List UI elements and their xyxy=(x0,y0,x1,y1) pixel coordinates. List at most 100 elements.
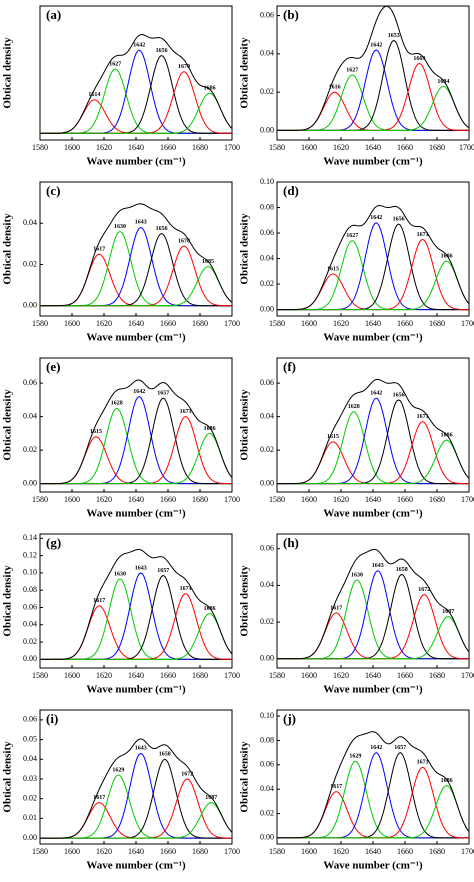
x-tick-label: 1660 xyxy=(397,847,413,856)
fitted-peak xyxy=(40,574,232,660)
x-tick-label: 1600 xyxy=(301,847,317,856)
x-tick-label: 1680 xyxy=(429,495,445,504)
x-axis-label: Wave number (cm⁻¹) xyxy=(86,860,186,872)
x-tick-label: 1640 xyxy=(365,495,381,504)
x-tick-label: 1660 xyxy=(160,671,176,680)
peak-label: 1653 xyxy=(388,33,400,39)
peak-label: 1656 xyxy=(156,48,168,54)
peak-label: 1686 xyxy=(204,606,216,612)
x-tick-label: 1660 xyxy=(397,319,413,328)
x-tick-label: 1620 xyxy=(333,143,349,152)
envelope xyxy=(277,731,470,839)
peak-label: 1630 xyxy=(351,572,363,578)
x-tick-label: 1660 xyxy=(160,143,176,152)
fitted-peak xyxy=(40,612,233,660)
x-tick-label: 1600 xyxy=(64,847,80,856)
y-tick-label: 0.10 xyxy=(260,177,274,186)
x-tick-label: 1580 xyxy=(269,495,285,504)
peak-label: 1686 xyxy=(204,85,216,91)
x-tick-label: 1580 xyxy=(32,319,48,328)
fitted-peak xyxy=(40,265,233,307)
y-tick-label: 0.00 xyxy=(260,833,274,842)
peak-label: 1658 xyxy=(159,752,171,758)
plot-frame xyxy=(39,709,233,845)
fitted-peak xyxy=(277,91,469,131)
peak-label: 1671 xyxy=(417,760,429,766)
peak-label: 1615 xyxy=(327,434,339,440)
x-tick-label: 1620 xyxy=(96,143,112,152)
fitted-peak xyxy=(40,802,233,839)
panel: 1580 1600 1620 1640 1660 1680 1700 0.00 0.02 0.04… xyxy=(239,709,474,872)
x-tick-label: 1620 xyxy=(333,847,349,856)
fitted-peak xyxy=(40,71,232,134)
y-tick-label: 0.00 xyxy=(23,654,37,663)
y-axis-label: Obtical density xyxy=(2,213,14,285)
x-tick-label: 1660 xyxy=(160,847,176,856)
fitted-peak xyxy=(40,230,232,307)
x-tick-label: 1580 xyxy=(32,847,48,856)
peak-label: 1614 xyxy=(88,92,100,98)
y-tick-label: 0.10 xyxy=(260,711,274,720)
envelope xyxy=(40,738,233,839)
x-tick-label: 1640 xyxy=(128,671,144,680)
x-tick-label: 1660 xyxy=(397,671,413,680)
peak-label: 1642 xyxy=(370,745,382,751)
x-tick-label: 1580 xyxy=(32,671,48,680)
y-tick-label: 0.00 xyxy=(260,478,274,487)
panel-label: (i) xyxy=(46,711,58,726)
panel: 1580 1600 1620 1640 1660 1680 1700 0.00 0.02 0.04… xyxy=(239,357,474,520)
x-tick-label: 1600 xyxy=(64,495,80,504)
y-axis-label: Obtical density xyxy=(239,213,251,285)
peak-label: 1642 xyxy=(133,43,145,49)
y-tick-label: 0.12 xyxy=(23,550,37,559)
y-tick-label: 0.04 xyxy=(23,218,37,227)
peak-label: 1627 xyxy=(109,61,121,67)
x-tick-label: 1580 xyxy=(269,143,285,152)
y-tick-label: 0.06 xyxy=(23,602,37,611)
panel: 1580 1600 1620 1640 1660 1680 1700 0.00 0.02 0.04… xyxy=(2,533,240,695)
plot-frame xyxy=(276,533,470,669)
peak-label: 1642 xyxy=(370,42,382,48)
envelope xyxy=(277,548,470,660)
y-tick-label: 0.02 xyxy=(260,279,274,288)
peak-label: 1669 xyxy=(413,56,425,62)
peak-label: 1672 xyxy=(418,587,430,593)
x-axis-label: Wave number (cm⁻¹) xyxy=(323,332,423,344)
panel-label: (c) xyxy=(46,183,60,198)
peak-label: 1616 xyxy=(329,85,341,91)
panel-label: (d) xyxy=(283,183,299,198)
x-tick-label: 1660 xyxy=(397,143,413,152)
fitted-peak xyxy=(277,421,469,485)
x-tick-label: 1640 xyxy=(365,671,381,680)
panel-label: (g) xyxy=(46,535,61,550)
y-tick-label: 0.03 xyxy=(23,774,37,783)
x-tick-label: 1580 xyxy=(269,319,285,328)
panel-label: (h) xyxy=(283,535,299,550)
fitted-peak xyxy=(277,62,469,131)
peak-label: 1671 xyxy=(417,414,429,420)
peak-label: 1617 xyxy=(330,605,342,611)
x-tick-label: 1700 xyxy=(461,847,474,856)
x-tick-label: 1640 xyxy=(365,319,381,328)
panel: 1580 1600 1620 1640 1660 1680 1700 0.00 0.02 0.04… xyxy=(239,533,474,696)
x-axis-label: Wave number (cm⁻¹) xyxy=(86,508,186,520)
y-tick-label: 0.00 xyxy=(23,833,37,842)
fitted-peak xyxy=(277,791,469,839)
fitted-peak xyxy=(277,439,470,485)
y-tick-label: 0.04 xyxy=(23,411,37,420)
x-tick-label: 1580 xyxy=(32,143,48,152)
x-tick-label: 1600 xyxy=(64,143,80,152)
fitted-peak xyxy=(40,407,232,485)
fitted-peak xyxy=(277,240,469,311)
y-tick-label: 0.00 xyxy=(260,654,274,663)
peak-label: 1617 xyxy=(93,795,105,801)
peak-label: 1684 xyxy=(437,79,449,85)
y-tick-label: 0.00 xyxy=(260,304,274,313)
y-tick-label: 0.04 xyxy=(260,411,274,420)
x-tick-label: 1620 xyxy=(333,319,349,328)
y-axis-label: Obtical density xyxy=(239,741,251,813)
fitted-peak xyxy=(277,222,469,311)
x-tick-label: 1660 xyxy=(160,495,176,504)
